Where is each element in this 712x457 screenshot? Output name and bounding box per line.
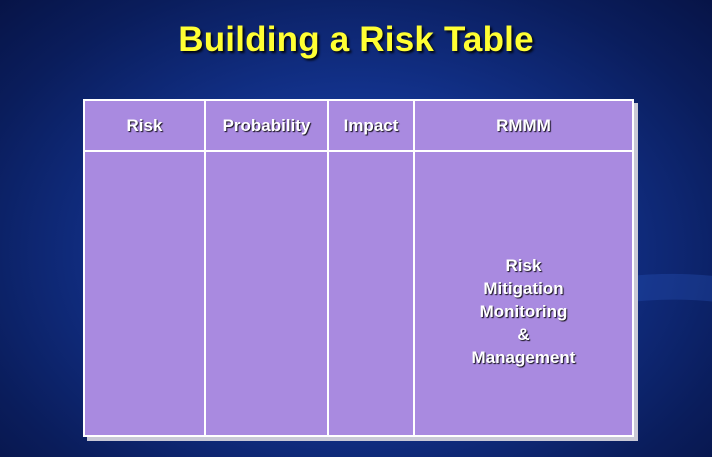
header-divider bbox=[85, 150, 632, 152]
cell-risk bbox=[85, 152, 204, 435]
cell-probability bbox=[206, 152, 327, 435]
header-probability: Probability bbox=[222, 116, 311, 135]
column-divider bbox=[327, 101, 329, 435]
header-rmmm: RMMM bbox=[496, 116, 551, 135]
rmmm-expansion: Risk Mitigation Monitoring & Management bbox=[415, 254, 632, 369]
rmmm-line: Management bbox=[471, 348, 576, 367]
header-risk: Risk bbox=[126, 116, 163, 135]
column-divider bbox=[413, 101, 415, 435]
rmmm-line: Monitoring bbox=[479, 302, 568, 321]
column-divider bbox=[204, 101, 206, 435]
header-impact: Impact bbox=[343, 116, 399, 135]
rmmm-line: Mitigation bbox=[483, 279, 564, 298]
rmmm-line: & bbox=[517, 325, 530, 344]
risk-table: Risk Probability Impact RMMM Risk Mitiga… bbox=[83, 99, 634, 437]
slide-title: Building a Risk Table bbox=[178, 20, 534, 59]
cell-impact bbox=[329, 152, 413, 435]
cell-rmmm: Risk Mitigation Monitoring & Management bbox=[415, 152, 632, 435]
rmmm-line: Risk bbox=[505, 256, 542, 275]
